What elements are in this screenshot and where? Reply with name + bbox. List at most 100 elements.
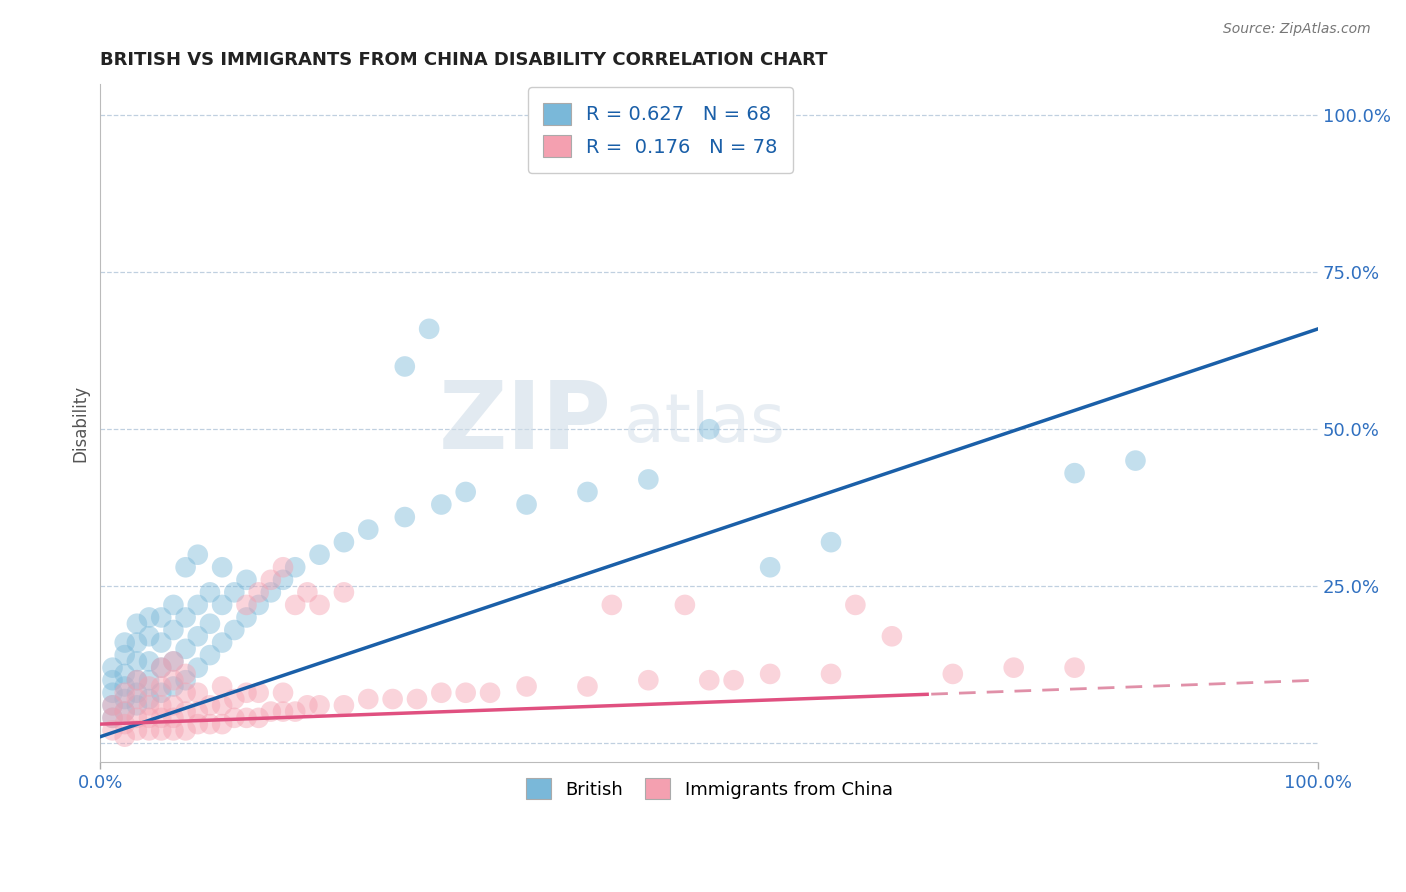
- Point: [1125, 453, 1147, 467]
- Point: [187, 705, 209, 719]
- Point: [150, 635, 173, 649]
- Point: [174, 723, 197, 738]
- Point: [759, 667, 782, 681]
- Legend: British, Immigrants from China: British, Immigrants from China: [512, 764, 907, 814]
- Point: [394, 359, 416, 374]
- Point: [260, 573, 283, 587]
- Point: [1063, 466, 1085, 480]
- Point: [114, 680, 136, 694]
- Point: [516, 680, 538, 694]
- Point: [479, 686, 502, 700]
- Point: [333, 585, 356, 599]
- Point: [284, 560, 307, 574]
- Point: [114, 686, 136, 700]
- Point: [150, 660, 173, 674]
- Point: [114, 705, 136, 719]
- Point: [211, 635, 233, 649]
- Point: [150, 660, 173, 674]
- Point: [844, 598, 866, 612]
- Point: [697, 673, 720, 688]
- Point: [138, 692, 160, 706]
- Point: [211, 717, 233, 731]
- Point: [162, 723, 184, 738]
- Point: [162, 680, 184, 694]
- Text: ZIP: ZIP: [439, 377, 612, 469]
- Point: [114, 667, 136, 681]
- Point: [138, 680, 160, 694]
- Point: [114, 705, 136, 719]
- Point: [101, 660, 124, 674]
- Point: [260, 705, 283, 719]
- Point: [187, 629, 209, 643]
- Point: [162, 654, 184, 668]
- Point: [247, 598, 270, 612]
- Point: [235, 686, 257, 700]
- Point: [697, 422, 720, 436]
- Point: [759, 560, 782, 574]
- Point: [224, 623, 246, 637]
- Point: [637, 472, 659, 486]
- Point: [174, 610, 197, 624]
- Point: [174, 667, 197, 681]
- Point: [125, 686, 148, 700]
- Point: [211, 680, 233, 694]
- Point: [235, 598, 257, 612]
- Point: [125, 673, 148, 688]
- Point: [430, 686, 453, 700]
- Point: [406, 692, 429, 706]
- Point: [162, 711, 184, 725]
- Point: [150, 723, 173, 738]
- Point: [942, 667, 965, 681]
- Point: [174, 560, 197, 574]
- Point: [174, 641, 197, 656]
- Point: [101, 711, 124, 725]
- Point: [114, 692, 136, 706]
- Point: [125, 654, 148, 668]
- Point: [187, 598, 209, 612]
- Point: [247, 585, 270, 599]
- Point: [723, 673, 745, 688]
- Point: [150, 610, 173, 624]
- Text: atlas: atlas: [624, 390, 785, 456]
- Point: [637, 673, 659, 688]
- Point: [271, 686, 294, 700]
- Point: [224, 711, 246, 725]
- Point: [187, 686, 209, 700]
- Point: [138, 610, 160, 624]
- Point: [138, 698, 160, 713]
- Point: [576, 485, 599, 500]
- Point: [138, 629, 160, 643]
- Point: [271, 705, 294, 719]
- Point: [260, 585, 283, 599]
- Point: [211, 598, 233, 612]
- Point: [297, 585, 319, 599]
- Point: [394, 510, 416, 524]
- Point: [125, 711, 148, 725]
- Point: [198, 717, 221, 731]
- Point: [138, 711, 160, 725]
- Point: [174, 673, 197, 688]
- Point: [174, 705, 197, 719]
- Point: [138, 654, 160, 668]
- Point: [308, 548, 330, 562]
- Point: [271, 560, 294, 574]
- Point: [418, 322, 440, 336]
- Point: [150, 680, 173, 694]
- Point: [114, 648, 136, 662]
- Point: [125, 698, 148, 713]
- Point: [114, 717, 136, 731]
- Point: [880, 629, 903, 643]
- Point: [271, 573, 294, 587]
- Point: [357, 523, 380, 537]
- Point: [150, 686, 173, 700]
- Point: [125, 723, 148, 738]
- Point: [162, 698, 184, 713]
- Point: [162, 598, 184, 612]
- Point: [600, 598, 623, 612]
- Point: [162, 623, 184, 637]
- Point: [576, 680, 599, 694]
- Point: [454, 485, 477, 500]
- Point: [162, 673, 184, 688]
- Point: [125, 616, 148, 631]
- Point: [138, 723, 160, 738]
